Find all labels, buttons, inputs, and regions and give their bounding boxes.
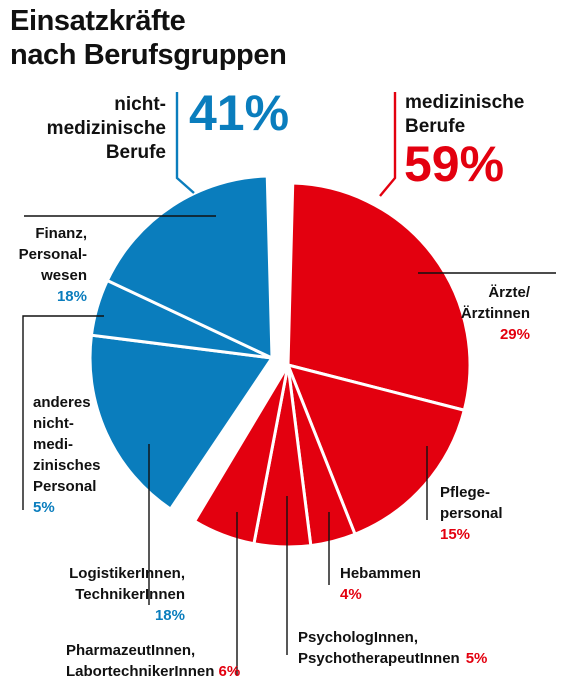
slice-label: Ärzte/Ärztinnen 29% [461,284,531,343]
pie-slice [193,363,290,546]
slice-label-line: PsychologInnen, [298,629,418,646]
slice-value: 5% [33,499,55,516]
slice-value: 18% [57,288,87,305]
group-label-line: Berufe [106,142,166,163]
slice-value: 15% [440,526,470,543]
slice-label-line: personal [440,505,503,522]
title-line-2: nach Berufsgruppen [10,39,287,71]
slice-labels: Ärzte/Ärztinnen 29% Pflege-personal 15% Heba… [19,225,531,680]
slice-label-line: Finanz, [35,225,87,242]
slice-label: anderes nicht-medi-zinisches Personal 5% [33,394,101,516]
slice-label-line: Personal [33,478,96,495]
group-value-nonmedical: 41% [189,85,289,141]
pie-slice [105,174,274,360]
leader-line [22,315,104,510]
slice-label: PsychologInnen, PsychotherapeutInnen 5% [298,629,487,667]
group-bracket-nonmedical [175,92,195,194]
slice-value: 6% [214,663,240,680]
slice-label: PharmazeutInnen, LabortechnikerInnen 6% [66,642,240,680]
group-label-line: medizinische [405,92,524,113]
slice-label-line: anderes [33,394,91,411]
slice-label: Pflege-personal 15% [440,484,503,543]
group-label-line: Berufe [405,116,465,137]
slice-label-line: Pflege- [440,484,490,501]
slice-label-line: wesen [40,267,87,284]
group-value-medical: 59% [404,136,504,192]
pie-slice [286,181,472,412]
slice-label-line: Ärztinnen [461,305,530,322]
slice-value: 18% [155,607,185,624]
slice-label-line: TechnikerInnen [75,586,185,603]
group-label-line: nicht- [114,94,166,115]
slice-label: LogistikerInnen, TechnikerInnen 18% [69,565,185,624]
slice-label-line: zinisches [33,457,101,474]
slice-label-line: PharmazeutInnen, [66,642,195,659]
slice-label-line: PsychotherapeutInnen [298,650,460,667]
group-labels: nicht-medizinische Berufe 41% medizinische B… [47,85,524,197]
leader-lines [22,215,556,676]
slice-label-line: medi- [33,436,73,453]
pie-slice [88,333,274,511]
slice-label-line: Ärzte/ [488,284,531,301]
page-title: Einsatzkräfte nach Berufsgruppen [10,4,287,72]
group-bracket-medical [379,92,397,197]
slice-label: Hebammen 4% [340,565,421,603]
slice-label-line: LogistikerInnen, [69,565,185,582]
slice-label-line: nicht- [33,415,74,432]
slice-label: Finanz, Personal-wesen 18% [19,225,87,305]
slice-label-line: Personal- [19,246,87,263]
title-line-1: Einsatzkräfte [10,5,186,37]
group-label-medical: medizinische Berufe [405,92,524,137]
pie-slices [88,174,472,549]
slice-value: 4% [340,586,362,603]
group-label-line: medizinische [47,118,166,139]
group-label-nonmedical: nicht-medizinische Berufe [47,94,166,163]
slice-label-line: Hebammen [340,565,421,582]
slice-value: 29% [500,326,530,343]
pie-slice [286,363,466,536]
slice-value: 5% [466,650,488,667]
slice-label-line: LabortechnikerInnen [66,663,214,680]
